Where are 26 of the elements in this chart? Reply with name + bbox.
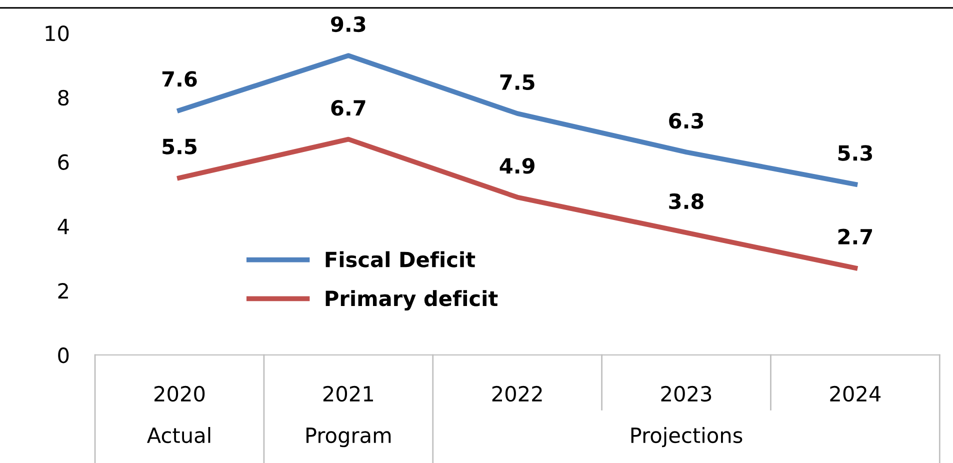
- x-tick-label: 2023: [661, 386, 712, 402]
- data-label: 7.5: [500, 74, 534, 90]
- data-label: 9.3: [331, 16, 366, 32]
- x-tick-label: 2021: [323, 386, 373, 402]
- data-label: 6.3: [669, 112, 704, 129]
- x-tick-label: 2022: [492, 386, 542, 402]
- y-tick-label: 0: [58, 347, 69, 364]
- y-tick-label: 10: [46, 25, 69, 42]
- x-tick-label: 2020: [154, 386, 205, 402]
- x-tick-label: 2024: [830, 386, 881, 402]
- legend-label: Primary deficit: [326, 290, 498, 310]
- data-label: 5.3: [838, 145, 872, 161]
- data-label: 5.5: [162, 138, 196, 154]
- y-tick-label: 8: [58, 90, 69, 106]
- text: Projections: [631, 427, 742, 448]
- data-label: 2.7: [838, 228, 872, 244]
- y-tick-label: 2: [58, 283, 68, 299]
- data-label: 4.9: [500, 158, 534, 174]
- data-label: 7.6: [162, 71, 197, 87]
- data-label: 6.7: [331, 100, 366, 116]
- data-label: 3.8: [669, 193, 704, 210]
- text: Program: [306, 428, 391, 448]
- text: Actual: [147, 427, 210, 444]
- legend-label: Fiscal Deficit: [326, 251, 476, 268]
- y-tick-label: 4: [58, 218, 69, 234]
- y-tick-label: 6: [58, 154, 69, 170]
